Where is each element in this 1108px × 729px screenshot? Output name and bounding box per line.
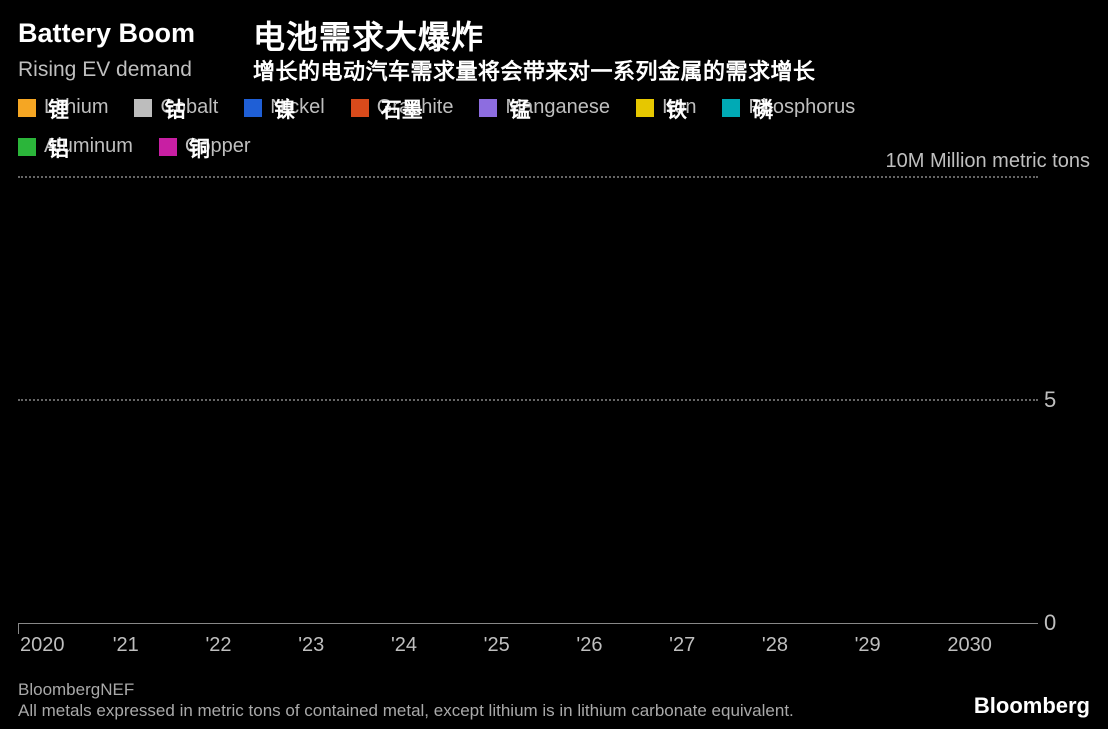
y-tick-label: 0 <box>1044 610 1088 636</box>
legend-label-zh: 锰 <box>509 94 530 124</box>
legend-swatch <box>636 99 654 117</box>
subtitle-row: Rising EV demand 增长的电动汽车需求量将会带来对一系列金属的需求… <box>18 54 1090 88</box>
legend-label-zh: 石墨 <box>381 94 423 124</box>
legend-item-iron: Iron铁 <box>636 96 696 119</box>
footer: BloombergNEF All metals expressed in met… <box>18 679 1090 722</box>
legend-swatch <box>351 99 369 117</box>
legend-item-nickel: Nickel镍 <box>244 96 324 119</box>
legend: Lithium锂 Cobalt钴 Nickel镍 Graphite石墨 Manganes… <box>0 88 1108 158</box>
x-tick-label: '24 <box>389 634 482 657</box>
x-tick-mark <box>18 624 19 634</box>
x-tick-label: '28 <box>760 634 853 657</box>
bars-container <box>18 178 1038 624</box>
legend-label-zh: 铝 <box>48 133 69 163</box>
legend-label-zh: 磷 <box>752 94 773 124</box>
gridline <box>18 176 1038 178</box>
legend-item-manganese: Manganese锰 <box>479 96 610 119</box>
title-zh: 电池需求大爆炸 <box>253 12 484 58</box>
legend-swatch <box>18 138 36 156</box>
legend-item-phosphorus: Phosphorus磷 <box>722 96 855 119</box>
header: Battery Boom 电池需求大爆炸 Rising EV demand 增长… <box>0 0 1108 88</box>
title-en: Battery Boom <box>18 18 195 49</box>
footnote: All metals expressed in metric tons of c… <box>18 700 1090 721</box>
subtitle-zh: 增长的电动汽车需求量将会带来对一系列金属的需求增长 <box>253 54 816 86</box>
x-tick-label: '21 <box>111 634 204 657</box>
brand-label: Bloomberg <box>974 693 1090 719</box>
legend-swatch <box>134 99 152 117</box>
x-tick-label: '26 <box>574 634 667 657</box>
legend-item-graphite: Graphite石墨 <box>351 96 454 119</box>
legend-swatch <box>244 99 262 117</box>
legend-swatch <box>722 99 740 117</box>
legend-label-zh: 铜 <box>189 133 210 163</box>
x-tick-label: '25 <box>482 634 575 657</box>
x-tick-label: '29 <box>853 634 946 657</box>
legend-item-copper: Copper铜 <box>159 135 251 158</box>
x-tick-label: 2020 <box>18 634 111 657</box>
chart-area: 10M Million metric tons 05 <box>18 178 1038 624</box>
x-tick-label: 2030 <box>945 634 1038 657</box>
x-tick-label: '23 <box>296 634 389 657</box>
legend-label-zh: 镍 <box>274 94 295 124</box>
x-axis: 2020'21'22'23'24'25'26'27'28'292030 <box>18 634 1038 657</box>
legend-item-cobalt: Cobalt钴 <box>134 96 218 119</box>
legend-item-lithium: Lithium锂 <box>18 96 108 119</box>
subtitle-en: Rising EV demand <box>18 58 192 82</box>
legend-label-zh: 铁 <box>666 94 687 124</box>
source-label: BloombergNEF <box>18 679 1090 700</box>
legend-item-aluminum: Aluminum铝 <box>18 135 133 158</box>
title-row: Battery Boom 电池需求大爆炸 <box>18 14 1090 54</box>
x-tick-label: '27 <box>667 634 760 657</box>
y-tick-label: 5 <box>1044 387 1088 413</box>
legend-swatch <box>18 99 36 117</box>
legend-label-zh: 锂 <box>48 94 69 124</box>
legend-swatch <box>479 99 497 117</box>
x-tick-label: '22 <box>203 634 296 657</box>
gridline <box>18 399 1038 401</box>
y-axis-label: 10M Million metric tons <box>885 150 1090 173</box>
legend-label-zh: 钴 <box>164 94 185 124</box>
legend-swatch <box>159 138 177 156</box>
